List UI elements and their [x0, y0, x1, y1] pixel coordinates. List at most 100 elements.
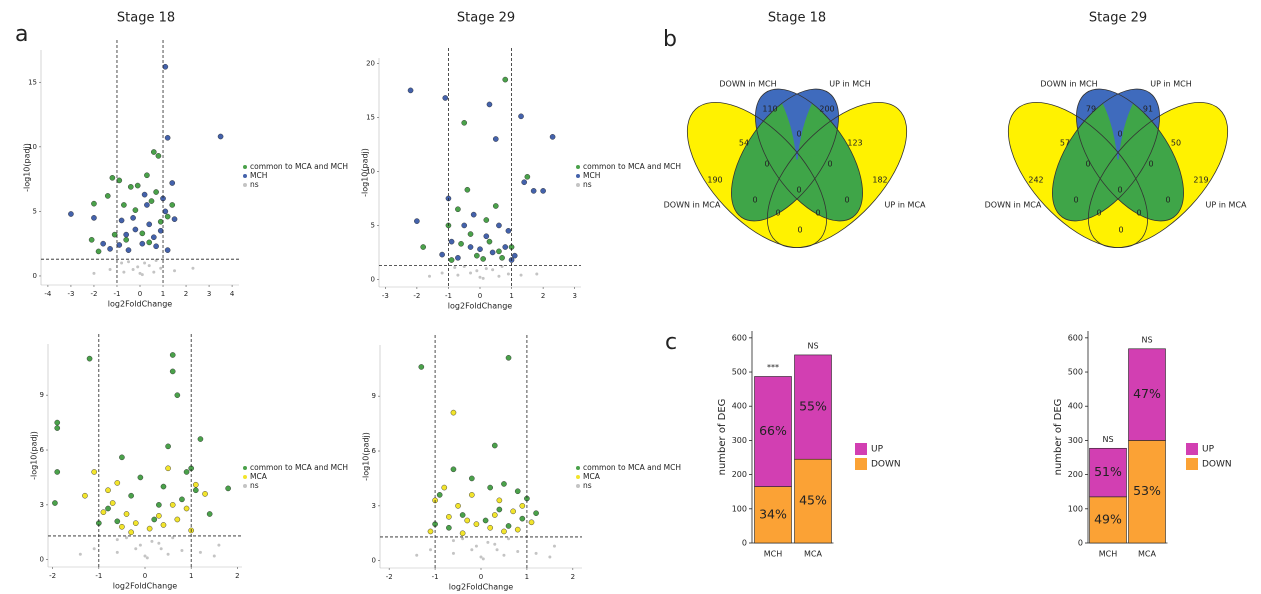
- y-tick-label: 0: [371, 275, 375, 283]
- point: [486, 540, 490, 544]
- point: [407, 87, 414, 94]
- venn-set-label: UP in MCA: [1205, 201, 1247, 210]
- venn-count: 79: [1086, 105, 1096, 114]
- legend-swatch: [1186, 443, 1198, 455]
- x-tick-label: -1: [95, 572, 102, 580]
- point: [138, 543, 142, 547]
- venn-count: 57: [1060, 139, 1070, 148]
- point: [132, 520, 139, 526]
- point: [141, 191, 148, 198]
- x-tick-label: 1: [161, 290, 165, 298]
- y-tick-label: 0: [33, 272, 37, 280]
- venn-count: 219: [1193, 176, 1208, 185]
- venn-count: 91: [1143, 105, 1153, 114]
- segment-label: 53%: [1133, 483, 1161, 498]
- point: [100, 240, 106, 247]
- point: [497, 274, 501, 278]
- legend-swatch: [855, 458, 867, 470]
- point: [429, 548, 432, 552]
- point: [183, 469, 190, 475]
- point: [137, 474, 144, 481]
- point: [482, 517, 489, 524]
- venn-set-label: UP in MCA: [884, 201, 926, 210]
- venn-set-label: UP in MCH: [829, 80, 871, 89]
- point: [169, 368, 176, 375]
- venn-count: 0: [796, 186, 801, 195]
- point: [179, 496, 185, 503]
- point: [217, 133, 224, 140]
- venn-count: 0: [1148, 160, 1153, 169]
- legend-label: common to MCA and MCH: [583, 162, 681, 171]
- point: [136, 265, 140, 269]
- significance-label: NS: [1102, 435, 1113, 444]
- point: [530, 188, 537, 194]
- venn-count: 0: [1117, 130, 1122, 139]
- point: [477, 246, 483, 252]
- point: [464, 517, 471, 524]
- x-tick-label: 2: [235, 572, 239, 580]
- point: [197, 436, 204, 442]
- x-tick-label: -3: [382, 292, 389, 300]
- significance-label: ***: [767, 363, 779, 372]
- legend-swatch: [855, 443, 867, 455]
- point: [507, 537, 511, 541]
- point: [128, 529, 134, 536]
- point: [52, 500, 58, 506]
- point: [111, 231, 118, 238]
- point: [459, 530, 466, 537]
- legend-swatch: [576, 475, 580, 479]
- venn-count: 0: [1096, 209, 1101, 218]
- y-tick-label: 5: [33, 207, 37, 215]
- segment-label: 66%: [759, 423, 787, 438]
- point: [134, 182, 141, 189]
- bar-segment: [794, 354, 832, 460]
- point: [455, 206, 461, 213]
- point: [174, 516, 181, 523]
- point: [147, 264, 151, 268]
- point: [132, 207, 139, 213]
- point: [528, 519, 535, 526]
- point: [151, 234, 157, 241]
- y-tick-label: 0: [372, 557, 376, 565]
- point: [180, 549, 184, 553]
- point: [514, 526, 521, 533]
- point: [123, 237, 129, 243]
- point: [448, 257, 455, 263]
- x-tick-label: MCH: [764, 550, 783, 559]
- bar-segment: [1128, 348, 1166, 441]
- point: [510, 508, 516, 515]
- point: [450, 466, 457, 473]
- venn-count: 0: [1118, 226, 1123, 235]
- point: [455, 503, 461, 509]
- venn-count: 50: [1171, 139, 1181, 148]
- point: [428, 274, 431, 278]
- point: [493, 542, 497, 546]
- x-tick-label: 0: [138, 290, 142, 298]
- legend-swatch: [243, 174, 247, 178]
- point: [456, 273, 460, 277]
- point: [496, 248, 502, 255]
- point: [478, 275, 482, 279]
- point: [151, 516, 158, 523]
- legend-swatch: [576, 174, 580, 178]
- point: [502, 244, 509, 250]
- point: [169, 202, 176, 208]
- point: [128, 492, 134, 499]
- point: [54, 469, 61, 475]
- point: [206, 511, 213, 517]
- y-tick-label: 9: [40, 391, 44, 399]
- y-tick-label: 200: [1068, 470, 1083, 479]
- point: [502, 553, 506, 557]
- point: [162, 208, 169, 215]
- legend-swatch: [243, 475, 247, 479]
- legend-label: MCA: [583, 472, 601, 481]
- y-tick-label: 400: [732, 402, 747, 411]
- point: [212, 554, 216, 558]
- y-tick-label: 20: [366, 59, 375, 67]
- point: [483, 233, 490, 240]
- x-tick-label: 0: [478, 292, 482, 300]
- y-tick-label: 5: [371, 221, 375, 229]
- point: [193, 487, 199, 494]
- x-axis-label: log2FoldChange: [113, 582, 178, 591]
- point: [88, 237, 95, 243]
